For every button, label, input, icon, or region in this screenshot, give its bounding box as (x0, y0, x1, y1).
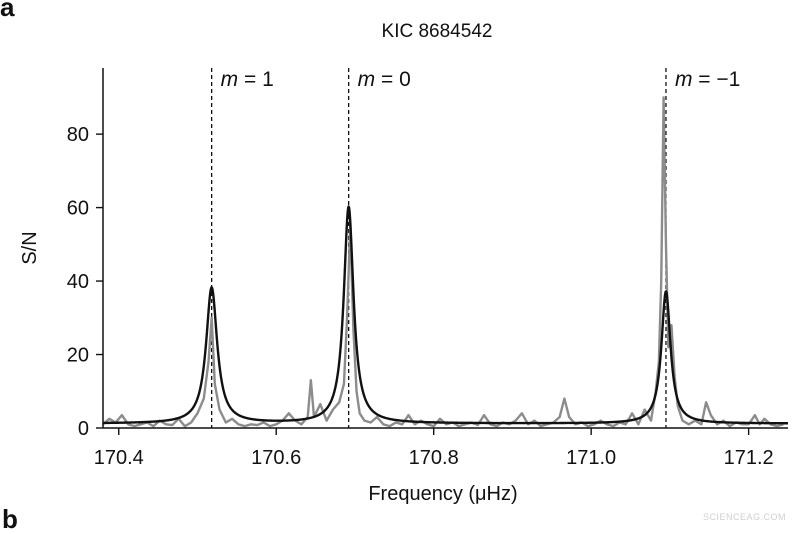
mode-label: m = −1 (675, 68, 740, 91)
x-tick-label: 171.2 (724, 447, 774, 469)
x-tick-label: 170.4 (94, 447, 144, 469)
y-tick-label: 40 (67, 271, 89, 293)
mode-label-symbol: m (221, 68, 239, 91)
chart-title: KIC 8684542 (382, 21, 493, 42)
x-tick-label: 171.0 (566, 447, 616, 469)
x-tick-label: 170.8 (409, 447, 459, 469)
axes: 170.4 170.6 170.8 171.0 171.2 0 20 40 60 80 (67, 68, 788, 469)
observed-spectrum-line (103, 96, 784, 428)
y-axis-label: S/N (19, 231, 41, 264)
mode-label: m = 0 (358, 68, 411, 91)
y-tick-label: 20 (67, 345, 89, 367)
mode-label-value: = 1 (238, 68, 274, 91)
x-axis-label: Frequency (μHz) (368, 483, 517, 505)
panel-label-b: b (2, 504, 18, 534)
watermark: SCIENCEAG.COM (702, 512, 786, 522)
y-tick-label: 60 (67, 198, 89, 220)
y-tick-label: 0 (78, 418, 89, 440)
lorentzian-fit-line (103, 205, 788, 425)
y-tick-label: 80 (67, 124, 89, 146)
panel-label-a: a (0, 0, 15, 22)
x-tick-label: 170.6 (251, 447, 301, 469)
mode-label-symbol: m (358, 68, 376, 91)
mode-label-value: = −1 (692, 68, 740, 91)
mode-label-symbol: m (675, 68, 693, 91)
mode-label-value: = 0 (375, 68, 411, 91)
mode-label: m = 1 (221, 68, 274, 91)
